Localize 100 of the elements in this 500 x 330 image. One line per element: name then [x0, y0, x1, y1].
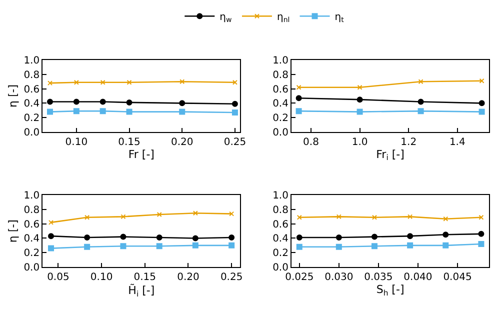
- y-tick-label: 0.4: [272, 234, 288, 245]
- y-tick-label: 0.0: [272, 262, 288, 274]
- x-tick-label: 0.040: [404, 272, 432, 283]
- point: [408, 214, 413, 220]
- x-tick-label: 1.0: [352, 136, 368, 148]
- y-tick-label: 0.8: [272, 205, 288, 216]
- x-tick-label: 0.025: [285, 272, 314, 283]
- point: [356, 108, 363, 115]
- point: [100, 108, 106, 114]
- point: [357, 84, 362, 90]
- point: [126, 99, 132, 106]
- point: [100, 98, 106, 105]
- x-tick-label: 0.15: [134, 272, 156, 283]
- x-axis-title: Fr [-]: [128, 148, 154, 161]
- point: [156, 212, 162, 218]
- point: [296, 244, 302, 250]
- x-axis-title: Fr$_{i}$ [-]: [376, 148, 404, 162]
- point: [179, 108, 186, 115]
- y-tick-label: 1.0: [24, 56, 40, 67]
- y-tick-label: 0.6: [24, 84, 40, 96]
- point: [180, 79, 185, 84]
- point: [120, 214, 126, 220]
- point: [418, 98, 424, 105]
- point: [126, 108, 132, 115]
- y-tick-label: 1.0: [272, 190, 288, 202]
- point: [478, 230, 484, 237]
- point: [120, 234, 126, 240]
- point: [407, 242, 414, 248]
- y-tick-label: 0.4: [24, 98, 40, 110]
- point: [296, 108, 302, 114]
- point: [74, 80, 79, 85]
- x-tick-label: 0.035: [364, 272, 393, 283]
- x-tick-label: 1.4: [449, 136, 466, 148]
- y-tick-label: 0.6: [24, 219, 40, 230]
- point: [73, 98, 80, 105]
- y-tick-label: 0.6: [272, 219, 288, 230]
- point: [156, 234, 162, 241]
- point: [48, 245, 54, 252]
- y-tick-label: 0.8: [24, 205, 40, 216]
- point: [120, 243, 126, 250]
- point: [192, 242, 198, 248]
- legend-label: η$_{w}$: [220, 12, 232, 24]
- y-tick-label: 1.0: [272, 56, 288, 67]
- x-tick-label: 0.10: [90, 272, 113, 283]
- x-tick-label: 0.045: [443, 272, 472, 283]
- point: [336, 234, 342, 241]
- y-tick-label: 0.0: [24, 127, 40, 138]
- point: [156, 243, 162, 250]
- x-tick-label: 0.10: [65, 136, 88, 148]
- point: [336, 214, 342, 220]
- y-axis-title: η [-]: [6, 220, 20, 243]
- point: [296, 234, 302, 241]
- point: [84, 234, 90, 241]
- point: [232, 100, 238, 107]
- point: [356, 96, 363, 103]
- legend-label: η$_{nl}$: [276, 12, 290, 24]
- point: [73, 108, 80, 114]
- y-tick-label: 0.4: [272, 98, 288, 110]
- point: [100, 80, 106, 85]
- point: [47, 108, 53, 115]
- point: [84, 244, 90, 250]
- y-tick-label: 0.6: [272, 84, 288, 96]
- x-tick-label: 1.2: [400, 136, 417, 148]
- y-tick-label: 0.2: [24, 248, 40, 260]
- x-tick-label: 0.25: [224, 136, 246, 148]
- point: [418, 108, 424, 114]
- point: [126, 80, 132, 85]
- x-tick-label: 0.20: [170, 136, 194, 148]
- point: [407, 233, 414, 240]
- point: [418, 79, 424, 84]
- point: [443, 216, 448, 222]
- y-tick-label: 1.0: [24, 190, 40, 202]
- point: [228, 234, 235, 241]
- x-axis-title: H̃$_{i}$ [-]: [128, 282, 155, 298]
- legend-label: η$_{t}$: [334, 12, 344, 24]
- point: [442, 242, 449, 248]
- point: [48, 233, 54, 240]
- y-tick-label: 0.0: [24, 262, 40, 274]
- x-tick-label: 0.05: [47, 272, 70, 283]
- point: [442, 232, 449, 238]
- point: [336, 244, 342, 250]
- y-tick-label: 0.2: [272, 248, 288, 260]
- point: [47, 98, 53, 105]
- y-tick-label: 0.8: [24, 70, 40, 81]
- point: [192, 210, 198, 216]
- x-axis-title: S$_{h}$ [-]: [376, 282, 404, 298]
- y-tick-label: 0.2: [24, 113, 40, 124]
- y-tick-label: 0.0: [272, 127, 288, 138]
- x-tick-label: 0.8: [303, 136, 319, 148]
- point: [179, 100, 186, 106]
- point: [296, 95, 302, 102]
- point: [228, 242, 235, 248]
- y-tick-label: 0.8: [272, 70, 288, 81]
- x-tick-label: 0.030: [324, 272, 354, 283]
- y-tick-label: 0.4: [24, 234, 40, 245]
- point: [478, 240, 484, 247]
- point: [192, 235, 198, 242]
- x-tick-label: 0.25: [220, 272, 243, 283]
- point: [84, 214, 90, 220]
- point: [371, 243, 378, 250]
